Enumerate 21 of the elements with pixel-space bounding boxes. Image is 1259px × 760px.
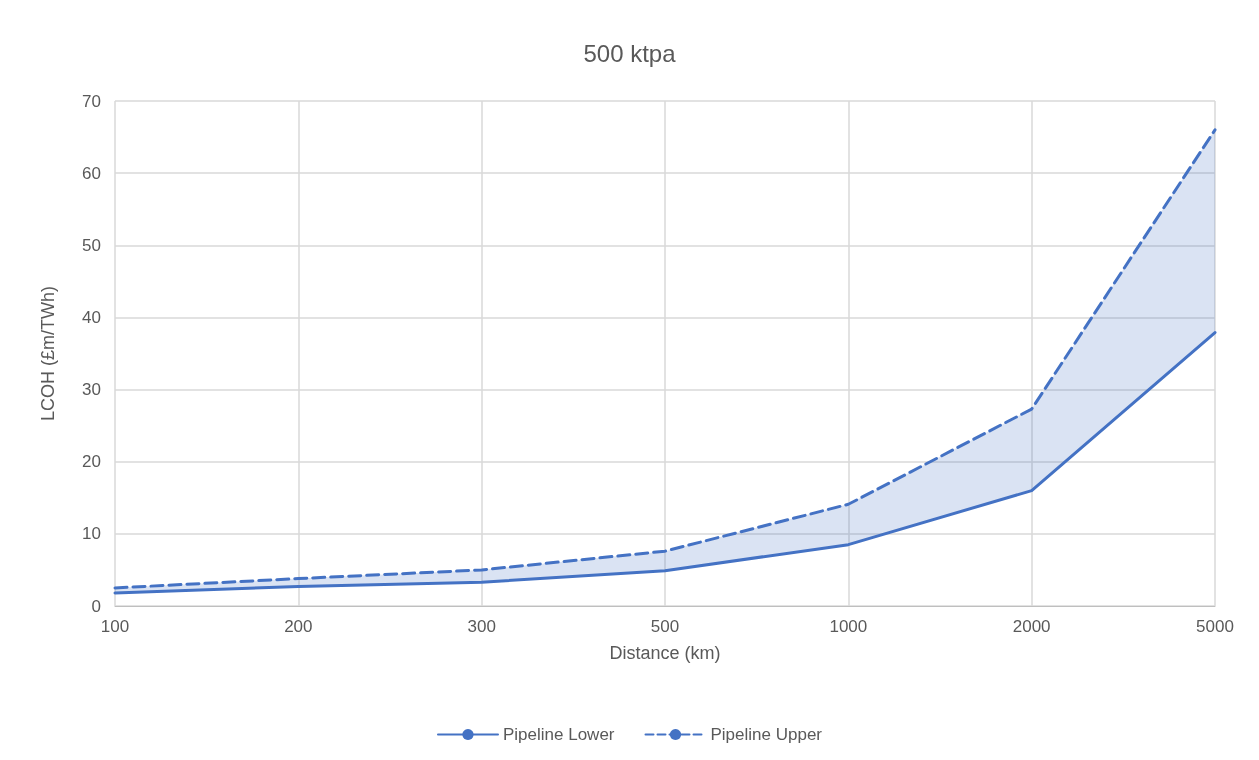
x-tick-label: 5000 <box>1196 617 1234 636</box>
y-tick-label: 60 <box>82 163 101 183</box>
y-axis-title: LCOH (£m/TWh) <box>38 286 58 421</box>
y-tick-label: 0 <box>91 596 101 616</box>
y-tick-label: 70 <box>82 91 101 111</box>
y-tick-label: 10 <box>82 524 101 544</box>
x-tick-label: 200 <box>284 617 313 636</box>
legend-label: Pipeline Upper <box>710 725 823 744</box>
x-axis-title: Distance (km) <box>609 643 721 663</box>
x-tick-label: 100 <box>100 617 130 636</box>
x-tick-label: 1000 <box>829 617 868 636</box>
y-tick-label: 20 <box>82 452 101 472</box>
y-tick-label: 50 <box>82 235 101 255</box>
x-tick-label: 300 <box>467 617 496 636</box>
line-series <box>113 331 1217 595</box>
y-tick-label: 30 <box>82 380 101 400</box>
y-tick-label: 40 <box>82 307 101 327</box>
chart-title: 500 ktpa <box>583 39 677 67</box>
legend-label: Pipeline Lower <box>502 725 615 744</box>
x-tick-label: 500 <box>650 617 680 636</box>
x-tick-label: 2000 <box>1012 617 1051 636</box>
